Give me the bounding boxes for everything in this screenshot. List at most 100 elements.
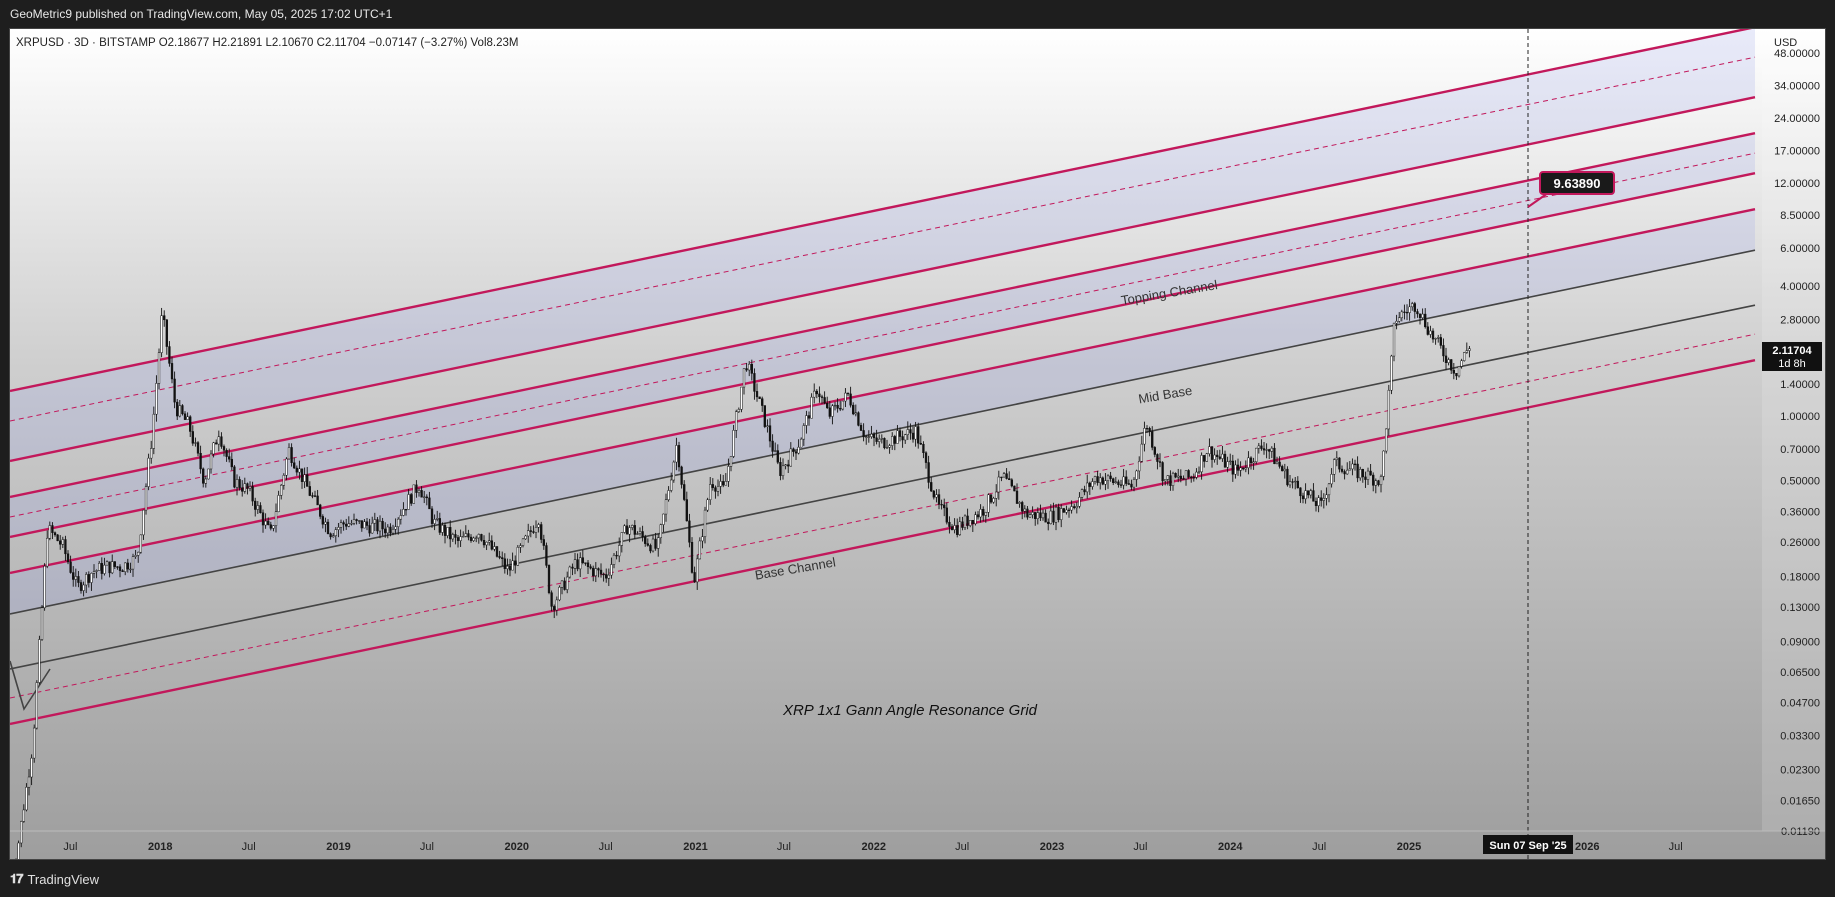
candle-body [43,565,46,609]
candle-body [893,436,896,444]
price-tick-label: 1.40000 [1780,379,1820,391]
candle-body [1104,480,1107,485]
candle-body [124,562,127,573]
price-tick-label: 48.00000 [1774,48,1820,60]
candle-body [542,539,545,546]
candle-body [1117,481,1120,485]
chart-area[interactable]: Topping Channel Mid Base Base Channel XR… [9,28,1826,860]
candle-body [638,531,642,534]
candle-body [150,448,153,459]
candle-body [841,400,844,410]
candle-body [514,560,517,566]
candle-body [498,556,501,558]
candle-body [1067,509,1071,511]
candle-body [352,519,356,524]
candle-body [48,525,51,539]
candle-body [1262,448,1266,451]
candle-body [1192,477,1195,479]
candle-body [961,521,964,528]
candle-body [430,508,434,524]
candle-body [46,537,49,567]
candle-body [259,505,262,513]
candle-body [1260,445,1263,449]
candle-body [1359,469,1362,479]
candle-body [846,392,850,395]
candle-body [1200,455,1203,473]
candle-body [438,518,441,533]
candle-body [415,484,418,493]
candle-body [1465,350,1468,353]
candle-body [930,482,933,492]
candle-body [1343,471,1346,475]
tradingview-logo[interactable]: 𝟏𝟕 TradingView [10,871,99,887]
candle-body [1213,454,1216,460]
candle-body [1216,454,1219,458]
candle-body [204,478,207,484]
candle-body [1317,497,1320,506]
candle-body [376,519,379,532]
candle-body [872,433,876,439]
price-axis[interactable] [1762,29,1826,831]
candle-body [1013,485,1016,492]
candle-body [433,519,436,524]
candle-body [740,386,743,410]
candle-body [238,479,241,489]
price-tick-label: 24.00000 [1774,113,1820,125]
candle-body [979,509,982,518]
candle-body [1223,453,1227,468]
candle-body [696,558,699,583]
candle-body [1088,482,1091,487]
candle-body [503,558,506,569]
candle-body [511,560,514,571]
candle-body [51,525,54,533]
time-tick-label: 2021 [683,841,707,853]
candle-body [698,540,701,560]
candle-body [1463,352,1466,361]
candle-body [53,532,57,536]
time-tick-label: 2023 [1040,841,1064,853]
candle-body [345,523,348,527]
candle-body [997,476,1000,493]
candle-body [1416,311,1419,315]
candle-body [1346,469,1349,475]
channel-line-3 [10,171,1756,539]
last-price-value: 2.11704 [1772,345,1812,357]
candle-body [134,555,137,557]
time-tick-label: Jul [1312,841,1326,853]
candle-body [1054,506,1058,523]
candle-body [865,436,868,438]
candle-body [745,368,748,371]
candle-body [1208,446,1211,455]
candle-body [1296,480,1299,489]
candle-body [615,554,618,557]
candle-body [885,447,889,449]
currency-label[interactable]: USD [1774,37,1797,49]
candle-body [454,534,457,538]
candle-body [724,481,727,486]
candle-body [407,494,410,510]
candle-body [992,498,995,503]
candle-body [1226,461,1229,468]
chart-svg[interactable]: Topping Channel Mid Base Base Channel XR… [10,29,1826,860]
candle-body [495,546,499,557]
candle-body [584,562,587,564]
candle-body [1182,478,1185,480]
price-tick-label: 0.03300 [1780,730,1820,742]
candle-body [1229,460,1232,463]
symbol-ohlc-legend[interactable]: XRPUSD · 3D · BITSTAMP O2.18677 H2.21891… [16,37,518,49]
candle-body [397,518,400,527]
candle-body [1078,497,1081,507]
candle-body [594,568,597,577]
candle-body [282,474,285,486]
candle-body [241,487,244,492]
candle-body [690,542,694,573]
candle-body [883,438,886,449]
candle-body [974,514,977,524]
candle-body [1119,484,1123,486]
candle-body [971,520,974,524]
candle-body [607,574,610,579]
candle-body [420,490,423,498]
candle-body [646,543,649,546]
candle-body [534,526,538,533]
candle-body [506,565,509,569]
